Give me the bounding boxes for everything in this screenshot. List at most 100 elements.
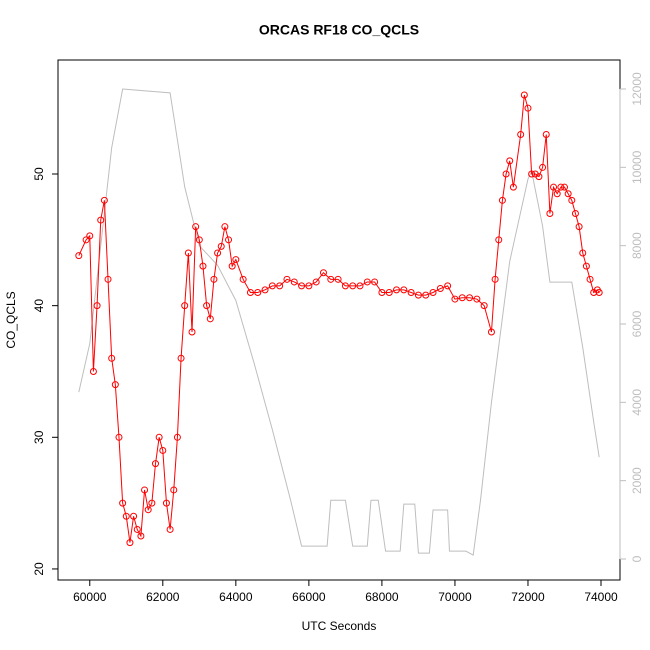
data-point [502,170,510,178]
data-point [444,282,452,290]
y2-tick-label: 6000 [630,310,644,337]
data-point [276,282,284,290]
data-point [393,286,401,294]
data-point [341,282,349,290]
data-point [564,190,572,198]
data-point [349,282,357,290]
data-point [407,288,415,296]
x-tick-label: 66000 [292,590,326,604]
data-point [363,278,371,286]
data-point [232,256,240,264]
data-point [126,539,134,547]
data-point [111,381,119,389]
data-point [305,282,313,290]
data-point [221,223,229,231]
data-point [553,190,561,198]
data-point [579,249,587,257]
y-tick-label: 40 [32,299,46,313]
data-point [75,252,83,260]
data-point [152,460,160,468]
data-point [115,433,123,441]
x-tick-label: 72000 [511,590,545,604]
data-point [528,170,536,178]
data-point [155,433,163,441]
data-point [177,354,185,362]
data-point [429,288,437,296]
data-point [487,328,495,336]
data-point [184,249,192,257]
data-point [498,196,506,204]
data-point [100,196,108,204]
y2-tick-label: 10000 [630,150,644,184]
data-point [542,131,550,139]
y2-tick-label: 4000 [630,389,644,416]
data-point [575,223,583,231]
x-axis-label: UTC Seconds [302,619,377,633]
data-point [480,302,488,310]
data-point [181,302,189,310]
data-point [206,315,214,323]
data-point [108,354,116,362]
data-point [225,236,233,244]
data-point [400,286,408,294]
y2-tick-label: 2000 [630,467,644,494]
data-point [268,282,276,290]
x-tick-label: 70000 [438,590,472,604]
data-point [133,525,141,533]
data-point [422,291,430,299]
chart-title: ORCAS RF18 CO_QCLS [259,22,419,38]
data-point [436,285,444,293]
y-tick-label: 20 [32,562,46,576]
x-tick-label: 68000 [365,590,399,604]
data-point [104,275,112,283]
data-point [159,446,167,454]
data-point [254,288,262,296]
data-point [173,433,181,441]
data-point [473,295,481,303]
data-point [586,275,594,283]
data-point [141,486,149,494]
data-point [199,262,207,270]
data-point [192,223,200,231]
data-point [458,294,466,302]
data-point [228,262,236,270]
data-point [119,499,127,507]
data-point [166,525,174,533]
data-point [560,183,568,191]
data-point [371,278,379,286]
data-point [491,275,499,283]
data-point [170,486,178,494]
data-point [520,91,528,99]
data-point [210,275,218,283]
data-point [356,282,364,290]
data-point [568,196,576,204]
series-line [78,88,600,556]
data-point [195,236,203,244]
data-point [86,232,94,240]
data-point [122,512,130,520]
data-point [290,278,298,286]
data-point [509,183,517,191]
y-tick-label: 50 [32,167,46,181]
data-point [214,249,222,257]
data-point [517,131,525,139]
x-tick-label: 60000 [73,590,107,604]
data-point [539,163,547,171]
x-tick-label: 64000 [219,590,253,604]
data-point [239,275,247,283]
y2-tick-label: 0 [630,555,644,562]
data-point [97,216,105,224]
x-tick-label: 62000 [146,590,180,604]
y-tick-label: 30 [32,430,46,444]
data-point [203,302,211,310]
data-point [162,499,170,507]
data-point [557,183,565,191]
data-point [550,183,558,191]
data-point [524,104,532,112]
data-point [298,282,306,290]
data-point [137,532,145,540]
data-point [319,269,327,277]
data-point [451,295,459,303]
